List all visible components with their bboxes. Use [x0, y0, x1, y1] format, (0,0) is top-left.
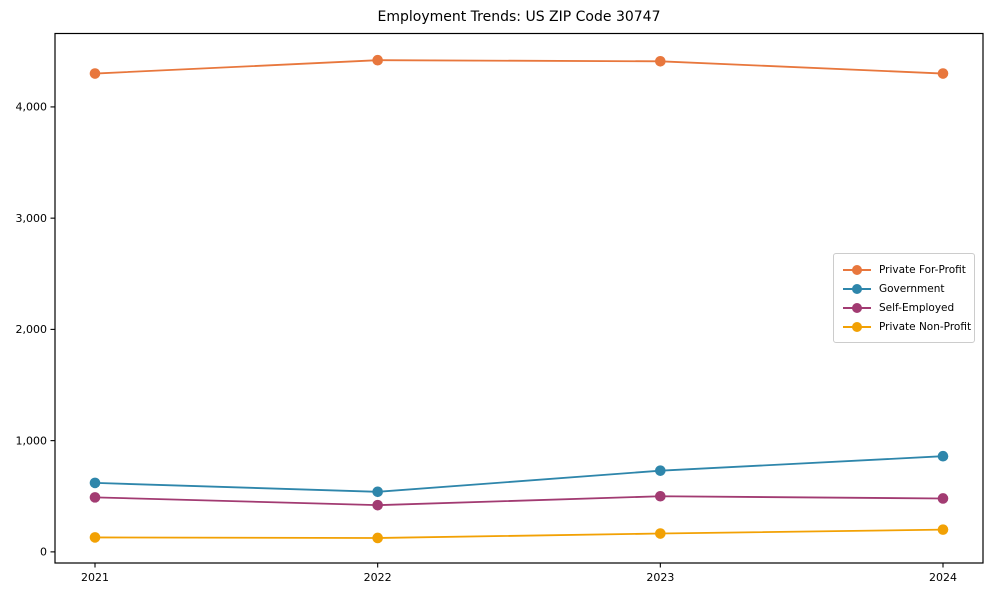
data-point: [89, 477, 101, 489]
legend-label: Private For-Profit: [879, 263, 966, 276]
chart-title: Employment Trends: US ZIP Code 30747: [377, 9, 661, 25]
data-point: [937, 493, 949, 504]
data-point: [655, 528, 666, 539]
legend-line-marker-icon: [843, 283, 871, 294]
legend-line-marker-icon: [843, 302, 871, 313]
series-line-private-for-profit: [94, 59, 944, 75]
y-tick-label: 2,000: [16, 323, 48, 336]
legend-entry: Private For-Profit: [843, 260, 966, 279]
data-point: [372, 499, 383, 511]
data-point: [655, 490, 666, 502]
series-line-government: [94, 455, 944, 493]
data-point: [655, 465, 666, 476]
data-point: [655, 56, 666, 67]
x-tick-label: 2021: [81, 571, 109, 584]
data-point: [937, 68, 949, 79]
data-point: [372, 532, 383, 544]
y-tick-label: 3,000: [16, 212, 48, 225]
legend-entry: Government: [843, 279, 966, 298]
legend-line-marker-icon: [843, 264, 871, 275]
y-tick-label: 4,000: [16, 101, 48, 114]
data-point: [937, 524, 949, 535]
series-line-private-non-profit: [94, 528, 944, 539]
legend-entry: Private Non-Profit: [843, 317, 971, 336]
legend-label: Self-Employed: [879, 301, 955, 314]
legend-entry: Self-Employed: [843, 298, 966, 317]
data-point: [89, 492, 101, 503]
data-point: [372, 486, 383, 498]
data-point: [89, 68, 101, 79]
y-tick-label: 1,000: [16, 434, 48, 447]
legend: Private For-Profit Government Self-Employe…: [833, 253, 975, 343]
axes-box: [54, 32, 984, 564]
data-point: [937, 450, 949, 462]
series-line-self-employed: [94, 495, 944, 507]
legend-label: Government: [879, 282, 945, 295]
x-tick-label: 2022: [364, 571, 392, 584]
y-tick-label: 0: [40, 546, 47, 559]
x-tick-label: 2024: [929, 571, 957, 584]
legend-label: Private Non-Profit: [879, 320, 972, 333]
x-tick-label: 2023: [646, 571, 674, 584]
data-point: [89, 532, 101, 543]
legend-line-marker-icon: [843, 321, 871, 332]
data-point: [372, 54, 383, 66]
